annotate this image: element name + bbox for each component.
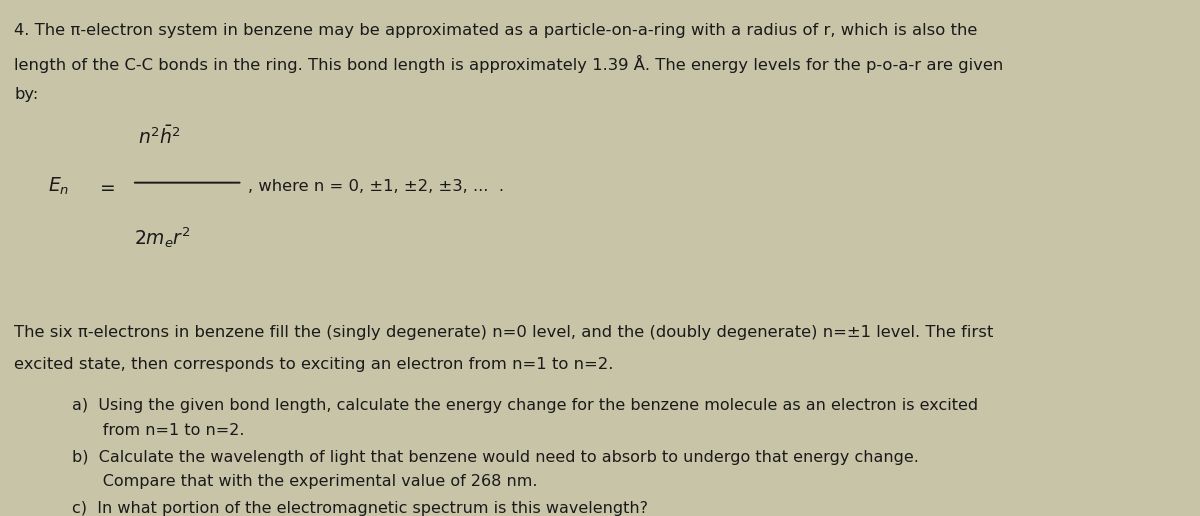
- Text: 4. The π-electron system in benzene may be approximated as a particle-on-a-ring : 4. The π-electron system in benzene may …: [14, 23, 978, 38]
- Text: from n=1 to n=2.: from n=1 to n=2.: [72, 423, 245, 438]
- Text: $n^2\bar{h}^2$: $n^2\bar{h}^2$: [138, 125, 181, 148]
- Text: by:: by:: [14, 87, 38, 102]
- Text: $E_n$: $E_n$: [48, 176, 70, 198]
- Text: The six π-electrons in benzene fill the (singly degenerate) n=0 level, and the (: The six π-electrons in benzene fill the …: [14, 325, 994, 340]
- Text: $2m_er^2$: $2m_er^2$: [134, 225, 191, 250]
- Text: a)  Using the given bond length, calculate the energy change for the benzene mol: a) Using the given bond length, calculat…: [72, 398, 978, 413]
- Text: excited state, then corresponds to exciting an electron from n=1 to n=2.: excited state, then corresponds to excit…: [14, 357, 613, 372]
- Text: length of the C-C bonds in the ring. This bond length is approximately 1.39 Å. T: length of the C-C bonds in the ring. Thi…: [14, 55, 1003, 73]
- Text: Compare that with the experimental value of 268 nm.: Compare that with the experimental value…: [72, 474, 538, 489]
- Text: , where n = 0, ±1, ±2, ±3, ...  .: , where n = 0, ±1, ±2, ±3, ... .: [248, 179, 504, 195]
- Text: b)  Calculate the wavelength of light that benzene would need to absorb to under: b) Calculate the wavelength of light tha…: [72, 450, 919, 465]
- Text: c)  In what portion of the electromagnetic spectrum is this wavelength?: c) In what portion of the electromagneti…: [72, 502, 648, 516]
- Text: $=$: $=$: [96, 178, 115, 196]
